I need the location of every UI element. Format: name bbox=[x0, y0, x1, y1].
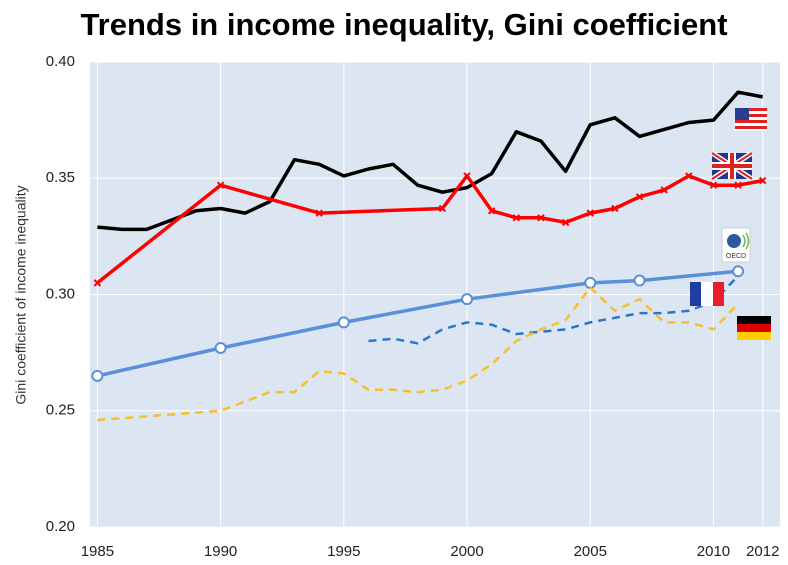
point-marker bbox=[438, 204, 447, 213]
point-marker bbox=[487, 207, 496, 215]
x-tick-label: 2005 bbox=[574, 543, 607, 560]
y-tick-label: 0.25 bbox=[46, 402, 75, 419]
point-marker bbox=[315, 209, 323, 217]
oecd-label: OECD bbox=[726, 253, 746, 260]
y-axis-label: Gini coefficient of income inequality bbox=[13, 185, 29, 404]
series-line bbox=[368, 275, 740, 345]
series-line bbox=[97, 286, 740, 422]
point-marker bbox=[93, 279, 102, 287]
series-line bbox=[97, 90, 764, 232]
point-marker bbox=[216, 181, 225, 189]
y-tick-label: 0.40 bbox=[46, 53, 75, 70]
x-tick-label: 2010 bbox=[697, 543, 730, 560]
point-marker bbox=[734, 181, 742, 189]
point-marker bbox=[759, 176, 767, 185]
y-tick-label: 0.20 bbox=[46, 518, 75, 535]
point-marker bbox=[337, 316, 350, 329]
x-tick-label: 1990 bbox=[204, 543, 237, 560]
uk-flag bbox=[710, 150, 754, 182]
point-marker bbox=[660, 186, 668, 194]
point-marker bbox=[537, 214, 545, 222]
point-marker bbox=[561, 218, 570, 227]
germany-flag bbox=[737, 316, 771, 340]
usa-flag bbox=[735, 108, 767, 131]
point-marker bbox=[732, 265, 745, 278]
x-tick-label: 2000 bbox=[450, 543, 483, 560]
point-marker bbox=[584, 276, 597, 289]
oecd-logo: OECD bbox=[721, 227, 751, 263]
point-marker bbox=[463, 172, 471, 180]
point-marker bbox=[633, 274, 646, 287]
france-flag bbox=[690, 282, 724, 306]
x-tick-label: 1985 bbox=[81, 543, 114, 560]
point-marker bbox=[611, 204, 619, 213]
point-marker bbox=[586, 209, 594, 217]
point-marker bbox=[512, 214, 521, 222]
point-marker bbox=[635, 193, 644, 201]
x-tick-label: 2012 bbox=[746, 543, 779, 560]
point-marker bbox=[91, 369, 104, 382]
point-marker bbox=[461, 293, 474, 306]
point-marker bbox=[685, 172, 693, 180]
y-tick-label: 0.35 bbox=[46, 169, 75, 186]
chart-title: Trends in income inequality, Gini coeffi… bbox=[80, 7, 727, 42]
point-marker bbox=[214, 341, 227, 354]
point-marker bbox=[709, 181, 718, 189]
x-tick-label: 1995 bbox=[327, 543, 360, 560]
y-tick-label: 0.30 bbox=[46, 285, 75, 302]
